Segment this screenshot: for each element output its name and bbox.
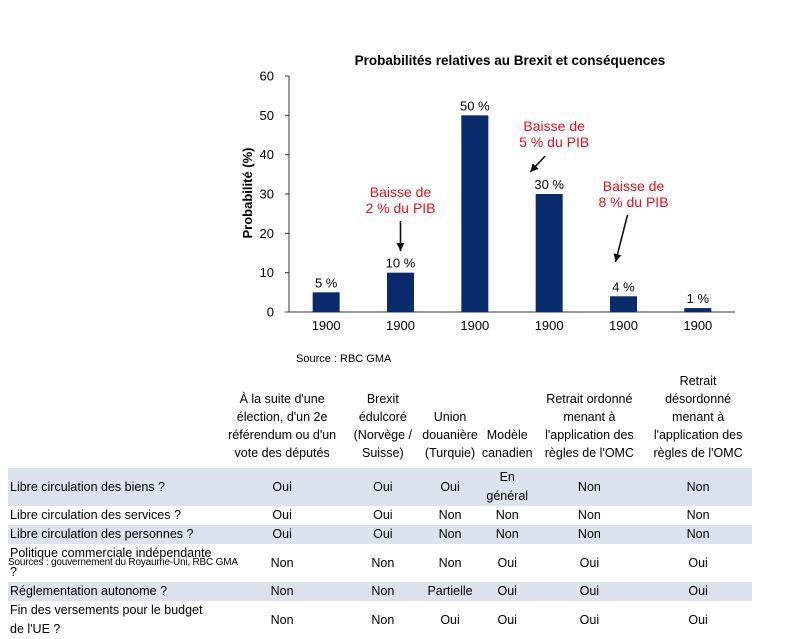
table-row: Libre circulation des services ? Oui Oui No…	[8, 506, 752, 525]
table-cell: Oui	[579, 612, 600, 627]
data-label: 4 %	[612, 279, 635, 294]
data-label: 10 %	[386, 256, 416, 271]
y-tick-label: 30	[260, 187, 274, 202]
table-cell: Non	[479, 525, 535, 544]
table-cell: Non	[270, 612, 294, 627]
table-row: Libre circulation des personnes ? Oui Oui N…	[8, 525, 752, 544]
table-row: Politique commerciale indépendante ? Non N…	[8, 544, 752, 582]
bar	[387, 272, 414, 312]
chart-source: Source : RBC GMA	[296, 353, 392, 365]
data-label: 5 %	[315, 275, 338, 290]
table-cell: Non	[438, 555, 462, 570]
y-tick-label: 40	[260, 147, 274, 162]
x-tick-label: 1900	[386, 318, 415, 333]
row-label: Libre circulation des biens ?	[8, 468, 219, 506]
comparison-table: À la suite d'une élection, d'un 2e référ…	[8, 372, 752, 639]
annotation-text: 2 % du PIB	[365, 200, 435, 216]
table-cell: Oui	[497, 612, 517, 627]
header-empty	[8, 372, 219, 468]
y-axis-label: Probabilité (%)	[240, 147, 255, 238]
y-tick-label: 60	[260, 69, 274, 84]
column-header: Retrait désordonné menant à l'applicatio…	[653, 374, 743, 460]
column-header: Brexit édulcoré (Norvège / Suisse)	[353, 392, 412, 460]
x-tick-label: 1900	[683, 318, 712, 333]
annotation-arrowhead	[613, 253, 622, 262]
table-cell: Oui	[579, 555, 600, 570]
annotation-text: Baisse de	[523, 118, 585, 134]
table-cell: Oui	[688, 555, 708, 570]
table-row: Libre circulation des biens ? Oui Oui Oui En…	[8, 468, 752, 506]
annotation-arrowhead	[396, 243, 405, 251]
table-cell: Non	[218, 582, 346, 601]
table-header-row: À la suite d'une élection, d'un 2e référ…	[8, 372, 752, 468]
table-cell: Non	[371, 612, 395, 627]
column-header: Modèle canadien	[481, 428, 533, 460]
annotation-text: Baisse de	[603, 178, 665, 194]
table-cell: Non	[345, 582, 421, 601]
x-tick-label: 1900	[609, 318, 638, 333]
table-cell: Oui	[373, 508, 393, 522]
table-cell: Oui	[218, 468, 346, 506]
table-cell: Partielle	[420, 582, 480, 601]
bar	[535, 194, 563, 312]
row-label: Libre circulation des services ?	[10, 508, 181, 522]
table-row: Réglementation autonome ? Non Non Partielle…	[8, 582, 752, 601]
row-label: Politique commerciale indépendante ?	[10, 546, 212, 579]
data-label: 30 %	[534, 177, 564, 192]
table-cell: Oui	[534, 582, 645, 601]
table-row: Fin des versements pour le budget de l'U…	[8, 601, 752, 639]
x-tick-label: 1900	[312, 318, 341, 333]
table-cell: Oui	[644, 582, 752, 601]
table-cell: Non	[371, 555, 395, 570]
table-cell: Oui	[440, 612, 460, 627]
table-cell: Non	[644, 468, 752, 506]
table-cell: Non	[577, 508, 601, 522]
table-cell: Oui	[345, 468, 421, 506]
table-cell: Non	[534, 525, 645, 544]
data-label: 50 %	[460, 98, 490, 113]
x-tick-label: 1900	[535, 318, 564, 333]
table-cell: Non	[686, 508, 710, 522]
table-cell: Non	[438, 508, 462, 522]
bar	[312, 292, 340, 312]
table-cell: Oui	[218, 525, 346, 544]
data-label: 1 %	[687, 291, 710, 306]
annotation-text: 5 % du PIB	[519, 134, 589, 150]
table-cell: Non	[270, 555, 294, 570]
annotation-text: 8 % du PIB	[598, 194, 668, 210]
row-label: Libre circulation des personnes ?	[8, 525, 219, 544]
table-cell: Oui	[420, 468, 480, 506]
row-label: Réglementation autonome ?	[8, 582, 219, 601]
y-tick-label: 10	[260, 265, 274, 280]
x-tick-label: 1900	[460, 318, 489, 333]
annotation-text: Baisse de	[370, 184, 432, 200]
y-tick-label: 0	[267, 305, 274, 320]
y-tick-label: 20	[260, 226, 274, 241]
table-cell: Oui	[479, 582, 535, 601]
table-source: Sources : gouvernement du Royaume-Uni, R…	[8, 557, 238, 568]
y-tick-label: 50	[260, 108, 274, 123]
table-cell: Non	[534, 468, 645, 506]
annotation-arrowhead	[530, 163, 539, 172]
table-cell: Oui	[272, 508, 292, 522]
bar	[461, 115, 489, 312]
annotation-arrow	[614, 214, 629, 263]
chart-title: Probabilités relatives au Brexit et cons…	[355, 53, 666, 68]
table-cell: Oui	[345, 525, 421, 544]
table-cell: Oui	[688, 612, 708, 627]
table-cell: Non	[420, 525, 480, 544]
table-cell: En général	[479, 468, 535, 506]
row-label: Fin des versements pour le budget de l'U…	[10, 603, 203, 636]
table-cell: Non	[495, 508, 519, 522]
bar	[684, 308, 712, 312]
column-header: Retrait ordonné menant à l'application d…	[544, 392, 634, 460]
bar-chart: Probabilités relatives au Brexit et cons…	[240, 53, 735, 333]
table-cell: Non	[644, 525, 752, 544]
column-header: Union douanière (Turquie)	[422, 410, 478, 460]
column-header: À la suite d'une élection, d'un 2e référ…	[228, 392, 337, 460]
bar	[610, 296, 637, 312]
table-cell: Oui	[497, 555, 517, 570]
